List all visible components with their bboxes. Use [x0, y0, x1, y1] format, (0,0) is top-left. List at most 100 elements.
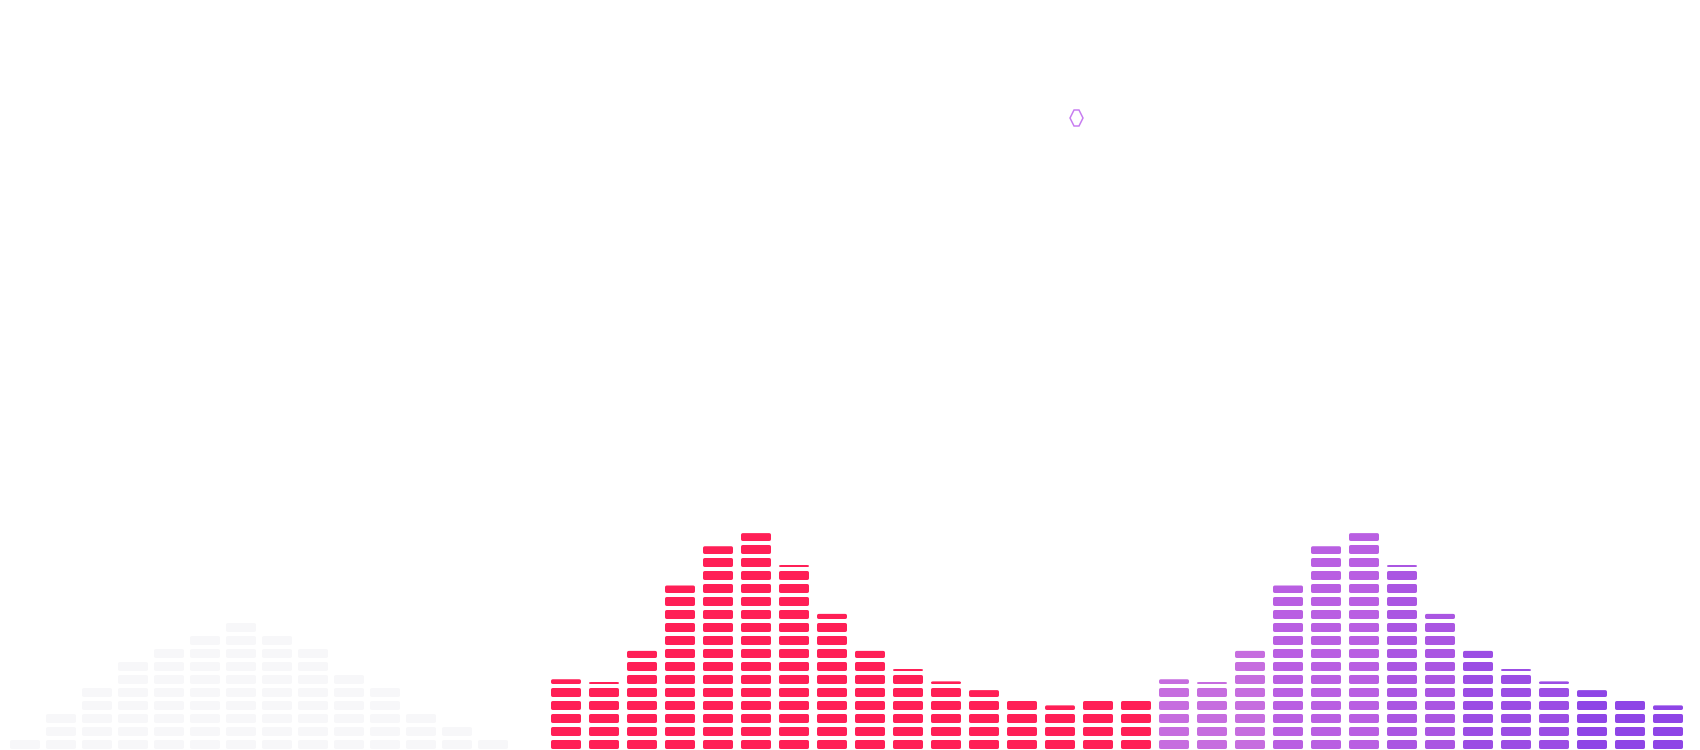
- ghost-segment: [298, 727, 328, 736]
- bar-segment: [741, 584, 771, 593]
- ghost-segment: [262, 740, 292, 749]
- red-group-bar: [1083, 701, 1113, 749]
- bar-segment: [931, 681, 961, 684]
- bar-segment: [1615, 714, 1645, 723]
- ghost-segment: [190, 662, 220, 671]
- bar-segment: [1501, 714, 1531, 723]
- ghost-segment: [118, 688, 148, 697]
- red-group-bar: [1045, 705, 1075, 749]
- bar-segment: [1349, 636, 1379, 645]
- ghost-equalizer: [10, 623, 508, 749]
- ghost-segment: [298, 688, 328, 697]
- bar-segment: [1387, 565, 1417, 567]
- hexagon-outline-icon[interactable]: [1069, 109, 1084, 127]
- bar-segment: [589, 688, 619, 697]
- ghost-segment: [370, 701, 400, 710]
- ghost-segment: [262, 636, 292, 645]
- ghost-segment: [226, 675, 256, 684]
- red-group-bar: [1121, 701, 1151, 749]
- purple-group-bar: [1197, 682, 1227, 749]
- bar-segment: [1615, 727, 1645, 736]
- bar-segment: [1311, 546, 1341, 554]
- ghost-segment: [82, 688, 112, 697]
- bar-segment: [1311, 623, 1341, 632]
- purple-group-bar: [1273, 585, 1303, 749]
- bar-segment: [1349, 675, 1379, 684]
- ghost-segment: [154, 675, 184, 684]
- bar-segment: [1387, 584, 1417, 593]
- equalizer-bars: [551, 533, 1683, 749]
- bar-segment: [665, 714, 695, 723]
- bar-segment: [1007, 701, 1037, 710]
- bar-segment: [1273, 727, 1303, 736]
- bar-segment: [1463, 675, 1493, 684]
- ghost-segment: [370, 740, 400, 749]
- red-group-bar: [551, 679, 581, 749]
- ghost-segment: [190, 688, 220, 697]
- bar-segment: [665, 636, 695, 645]
- bar-segment: [1577, 727, 1607, 736]
- ghost-segment: [190, 636, 220, 645]
- bar-segment: [1311, 662, 1341, 671]
- purple-group-bar: [1425, 613, 1455, 749]
- bar-segment: [893, 675, 923, 684]
- ghost-segment: [190, 714, 220, 723]
- bar-segment: [665, 688, 695, 697]
- bar-segment: [741, 740, 771, 749]
- bar-segment: [1273, 701, 1303, 710]
- bar-segment: [703, 727, 733, 736]
- bar-segment: [779, 636, 809, 645]
- bar-segment: [1653, 727, 1683, 736]
- bar-segment: [1463, 727, 1493, 736]
- bar-segment: [893, 714, 923, 723]
- bar-segment: [779, 623, 809, 632]
- red-group-bar: [741, 533, 771, 749]
- bar-segment: [969, 727, 999, 736]
- bar-segment: [741, 597, 771, 606]
- bar-segment: [1121, 727, 1151, 736]
- bar-segment: [1235, 650, 1265, 658]
- bar-segment: [855, 714, 885, 723]
- ghost-segment: [118, 662, 148, 671]
- bar-segment: [1501, 740, 1531, 749]
- bar-segment: [779, 662, 809, 671]
- ghost-segment: [190, 649, 220, 658]
- bar-segment: [1349, 688, 1379, 697]
- bar-segment: [1311, 649, 1341, 658]
- bar-segment: [969, 701, 999, 710]
- ghost-segment: [226, 688, 256, 697]
- red-group-bar: [627, 650, 657, 749]
- bar-segment: [1425, 675, 1455, 684]
- bar-segment: [1197, 701, 1227, 710]
- bar-segment: [1197, 740, 1227, 749]
- bar-segment: [1577, 714, 1607, 723]
- bar-segment: [703, 662, 733, 671]
- bar-segment: [1349, 545, 1379, 554]
- bar-segment: [1577, 740, 1607, 749]
- bar-segment: [627, 701, 657, 710]
- ghost-segment: [226, 623, 256, 632]
- bar-segment: [855, 740, 885, 749]
- bar-segment: [1273, 675, 1303, 684]
- bar-segment: [741, 649, 771, 658]
- bar-segment: [1045, 740, 1075, 749]
- ghost-segment: [118, 727, 148, 736]
- bar-segment: [969, 740, 999, 749]
- bar-segment: [551, 714, 581, 723]
- ghost-segment: [118, 701, 148, 710]
- ghost-segment: [298, 701, 328, 710]
- ghost-segment: [442, 740, 472, 749]
- bar-segment: [1273, 610, 1303, 619]
- bar-segment: [741, 675, 771, 684]
- bar-segment: [1007, 727, 1037, 736]
- purple-group-bar: [1577, 690, 1607, 749]
- bar-segment: [931, 740, 961, 749]
- bar-segment: [817, 701, 847, 710]
- bar-segment: [817, 740, 847, 749]
- bar-segment: [1349, 662, 1379, 671]
- purple-group-bar: [1311, 546, 1341, 749]
- bar-segment: [665, 727, 695, 736]
- purple-group-bar: [1349, 533, 1379, 749]
- purple-group-bar: [1159, 679, 1189, 749]
- bar-segment: [1349, 727, 1379, 736]
